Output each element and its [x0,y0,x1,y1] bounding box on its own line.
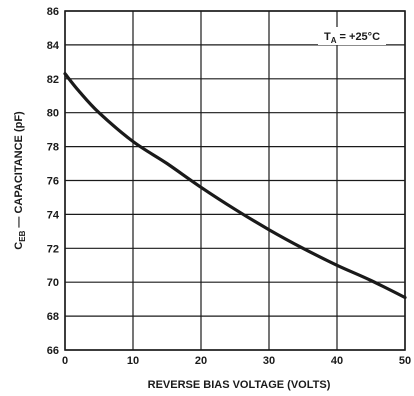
series-layer [63,72,407,300]
x-axis-title: REVERSE BIAS VOLTAGE (VOLTS) [148,379,331,391]
x-tick-label: 40 [331,355,343,367]
x-tick-label: 20 [195,355,207,367]
plot-frame [64,10,406,351]
y-axis-title: CEB — CAPACITANCE (pF) [13,111,27,250]
capacitance-curve [63,72,407,300]
temperature-annotation: TA = +25°C [318,27,386,45]
y-tick-label: 68 [47,311,59,323]
y-tick-label: 82 [47,74,59,86]
annotation-symbol: T [324,31,331,43]
x-tick-label: 30 [263,355,275,367]
annotation-subscript: A [331,36,337,45]
y-tick-label: 76 [47,176,59,188]
y-tick-label: 66 [47,345,59,357]
y-tick-label: 78 [47,142,59,154]
grid-layer [64,10,406,351]
x-tick-label: 0 [62,355,68,367]
y-tick-label: 72 [47,243,59,255]
y-tick-label: 84 [47,40,60,52]
y-tick-label: 70 [47,277,59,289]
y-axis-subscript: EB [18,230,27,241]
tick-labels: 0 10 20 30 40 50 66 68 70 72 74 76 78 80 82 84 86 [47,6,411,367]
y-axis-unit-text: — CAPACITANCE (pF) [13,111,25,231]
y-tick-label: 86 [47,6,59,18]
x-tick-label: 10 [127,355,139,367]
y-axis-symbol: C [13,242,25,250]
annotation-text: TA = +25°C [324,31,380,45]
x-tick-label: 50 [399,355,411,367]
y-tick-label: 80 [47,108,59,120]
y-tick-label: 74 [47,209,60,221]
annotation-value: = +25°C [336,31,380,43]
annotation-background [318,27,386,45]
